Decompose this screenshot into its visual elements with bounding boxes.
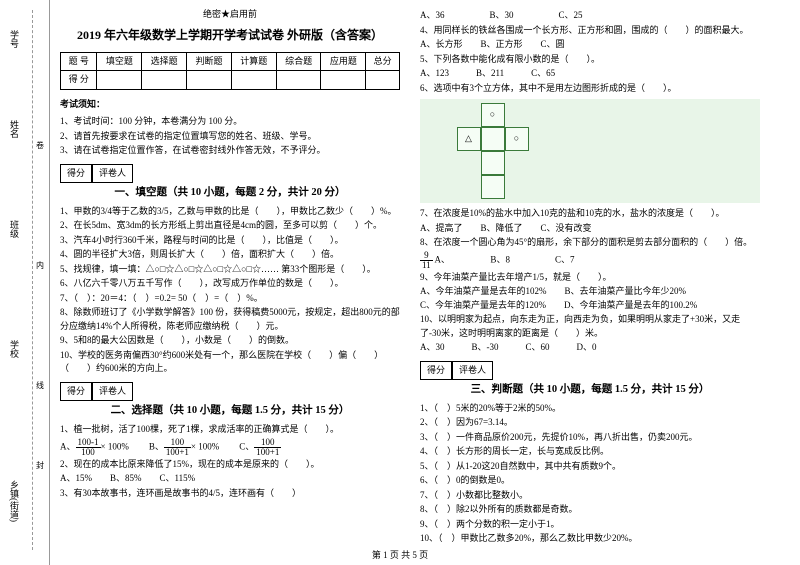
- s3-q8: 8、（ ）除2以外所有的质数都是奇数。: [420, 503, 760, 517]
- notice-1: 1、考试时间：100 分钟，本卷满分为 100 分。: [60, 115, 400, 129]
- s2-o8: 911 A、 B、8 C、7: [420, 251, 760, 270]
- th-6: 应用题: [321, 52, 366, 71]
- s1-marker: 评卷人: [92, 164, 133, 184]
- gutter-class: 班级: [8, 220, 21, 238]
- s1-q3: 3、汽车4小时行360千米，路程与时间的比是（ ），比值是（ ）。: [60, 234, 400, 248]
- notice-3: 3、请在试卷指定位置作答，在试卷密封线外作答无效，不予评分。: [60, 144, 400, 158]
- s2-o4: A、长方形 B、正方形 C、圆: [420, 38, 760, 52]
- s2-q1-opts: A、100-1100× 100% B、100100+1× 100% C、1001…: [60, 438, 400, 457]
- s2-q7: 7、在浓度是10%的盐水中加入10克的盐和10克的水，盐水的浓度是（ ）。: [420, 207, 760, 221]
- s1-q6: 6、八亿六千零八万五千写作（ ），改写成万作单位的数是（ ）。: [60, 277, 400, 291]
- gutter-school: 学校: [8, 340, 21, 358]
- s1-q2: 2、在长5dm、宽3dm的长方形纸上剪出直径是4cm的圆，至多可以剪（ ）个。: [60, 219, 400, 233]
- s1-box: 得分 评卷人: [60, 164, 400, 184]
- s2-q1: 1、植一批树，活了100棵，死了1棵，求成活率的正确算式是（ ）。: [60, 423, 400, 437]
- s2-q10: 10、以明明家为起点，向东走为正，向西走为负，如果明明从家走了+30米，又走了-…: [420, 313, 760, 340]
- s3-box: 得分 评卷人: [420, 361, 760, 381]
- score-table: 题 号 填空题 选择题 判断题 计算题 综合题 应用题 总分 得 分: [60, 52, 400, 90]
- s1-q8: 8、除数师班订了《小学数学解答》100 份，获得稿费5000元，按规定，超出80…: [60, 306, 400, 333]
- th-3: 判断题: [187, 52, 232, 71]
- page-footer: 第 1 页 共 5 页: [0, 548, 800, 561]
- s3-title: 三、判断题（共 10 小题，每题 1.5 分，共计 15 分）: [420, 382, 760, 398]
- s1-score: 得分: [60, 164, 92, 184]
- notice-title: 考试须知：: [60, 98, 400, 112]
- s2-q2: 2、现在的成本比原来降低了15%，现在的成本是原来的（ ）。: [60, 458, 400, 472]
- left-column: 绝密★启用前 2019 年六年级数学上学期开学考试试卷 外研版（含答案） 题 号…: [50, 0, 410, 565]
- s3-q7: 7、（ ）小数都比整数小。: [420, 489, 760, 503]
- s1-q4: 4、圆的半径扩大3倍，则周长扩大（ ）倍，面积扩大（ ）倍。: [60, 248, 400, 262]
- s2-q5: 5、下列各数中能化成有限小数的是（ ）。: [420, 53, 760, 67]
- s2-marker: 评卷人: [92, 382, 133, 402]
- s2-score: 得分: [60, 382, 92, 402]
- s2-o3: A、36 B、30 C、25: [420, 9, 760, 23]
- s1-q10: 10、学校的医务南偏西30°约600米处有一个，那么医院在学校（ ）偏（ ）（ …: [60, 349, 400, 376]
- s3-q2: 2、（ ）因为67=3.14。: [420, 416, 760, 430]
- cube-net: ○ △○: [457, 103, 529, 199]
- s3-q6: 6、（ ）0的倒数是0。: [420, 474, 760, 488]
- mark-feng: 封: [36, 460, 44, 471]
- s1-q1: 1、甲数的3/4等于乙数的3/5，乙数与甲数的比是（ ），甲数比乙数少（ ）%。: [60, 205, 400, 219]
- s2-q3: 3、有30本故事书，连环画是故事书的4/5，连环画有（ ）: [60, 487, 400, 501]
- s3-q4: 4、（ ）长方形的周长一定，长与宽成反比例。: [420, 445, 760, 459]
- s1-q7: 7、（ ）：20＝4：（ ）=0.2= 50（ ）=（ ）%。: [60, 292, 400, 306]
- s2-q8: 8、在浓度一个圆心角为45°的扇形，余下部分的面积是剪去部分面积的（ ）倍。: [420, 236, 760, 250]
- s2-q6: 6、选项中有3个立方体，其中不是用左边图形折成的是（ ）。: [420, 82, 760, 96]
- seal-line: [32, 10, 33, 550]
- th-1: 填空题: [97, 52, 142, 71]
- s3-q1: 1、（ ）5米的20%等于2米的50%。: [420, 402, 760, 416]
- th-5: 综合题: [276, 52, 321, 71]
- s3-q9: 9、（ ）两个分数的积一定小于1。: [420, 518, 760, 532]
- th-num: 题 号: [61, 52, 97, 71]
- notice-2: 2、请首先按要求在试卷的指定位置填写您的姓名、班级、学号。: [60, 130, 400, 144]
- s2-o9: A、今年油菜产量是去年的102% B、去年油菜产量比今年少20% C、今年油菜产…: [420, 285, 760, 312]
- right-column: A、36 B、30 C、25 4、用同样长的铁丝各围成一个长方形、正方形和圆，围…: [410, 0, 770, 565]
- th-7: 总分: [366, 52, 400, 71]
- gutter-id: 学号: [8, 30, 21, 48]
- s2-o10: A、30 B、-30 C、60 D、0: [420, 341, 760, 355]
- s3-q10: 10、（ ）甲数比乙数多20%，那么乙数比甲数少20%。: [420, 532, 760, 546]
- gutter-town: 乡镇(街道): [8, 480, 21, 522]
- s2-box: 得分 评卷人: [60, 382, 400, 402]
- s2-q9: 9、今年油菜产量比去年增产1/5，就是（ ）。: [420, 271, 760, 285]
- s3-score: 得分: [420, 361, 452, 381]
- secret-label: 绝密★启用前: [60, 8, 400, 22]
- s2-q4: 4、用同样长的铁丝各围成一个长方形、正方形和圆，围成的（ ）的面积最大。: [420, 24, 760, 38]
- mark-xian: 线: [36, 380, 44, 391]
- s3-q3: 3、（ ）一件商品原价200元，先提价10%，再八折出售，仍卖200元。: [420, 431, 760, 445]
- s1-q9: 9、5和8的最大公因数是（ ），小数是（ ）的倒数。: [60, 334, 400, 348]
- binding-gutter: 学号 姓名 班级 学校 乡镇(街道) 卷 内 线 封: [0, 0, 50, 565]
- s2-o2: A、15% B、85% C、115%: [60, 472, 400, 486]
- s2-o7: A、提高了 B、降低了 C、没有改变: [420, 222, 760, 236]
- th-2: 选择题: [142, 52, 187, 71]
- s3-marker: 评卷人: [452, 361, 493, 381]
- s1-title: 一、填空题（共 10 小题，每题 2 分，共计 20 分）: [60, 185, 400, 201]
- s2-title: 二、选择题（共 10 小题，每题 1.5 分，共计 15 分）: [60, 403, 400, 419]
- cube-diagram: ○ △○ A B C: [420, 99, 760, 203]
- s3-q5: 5、（ ）从1-20这20自然数中，其中共有质数9个。: [420, 460, 760, 474]
- row-score: 得 分: [61, 71, 97, 90]
- exam-title: 2019 年六年级数学上学期开学考试试卷 外研版（含答案）: [60, 26, 400, 44]
- s1-q5: 5、找规律，填一填：△○□☆△○□☆△○□☆△○□☆…… 第33个图形是（ ）。: [60, 263, 400, 277]
- gutter-name: 姓名: [8, 120, 21, 138]
- s2-o5: A、123 B、211 C、65: [420, 67, 760, 81]
- th-4: 计算题: [231, 52, 276, 71]
- mark-nei: 内: [36, 260, 44, 271]
- mark-juan: 卷: [36, 140, 44, 151]
